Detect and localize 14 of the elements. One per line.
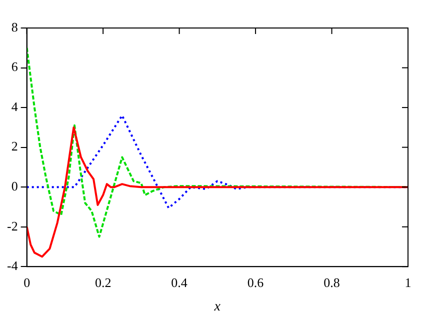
x-tick-label: 1 — [404, 274, 412, 290]
y-tick-label: -2 — [6, 218, 18, 234]
y-tick-label: 8 — [11, 19, 18, 34]
y-tick-label: -4 — [6, 258, 18, 274]
y-tick-label: 4 — [11, 98, 18, 114]
x-tick-label: 0.6 — [247, 274, 264, 290]
x-tick-label: 0.8 — [324, 274, 340, 290]
y-tick-label: 2 — [11, 138, 18, 154]
y-tick-label: 6 — [11, 59, 18, 74]
x-axis-title: x — [213, 299, 222, 314]
x-tick-label: 0 — [24, 274, 30, 290]
x-tick-label: 0.4 — [171, 274, 188, 290]
x-tick-label: 0.2 — [94, 274, 112, 290]
y-tick-label: 0 — [11, 178, 18, 194]
